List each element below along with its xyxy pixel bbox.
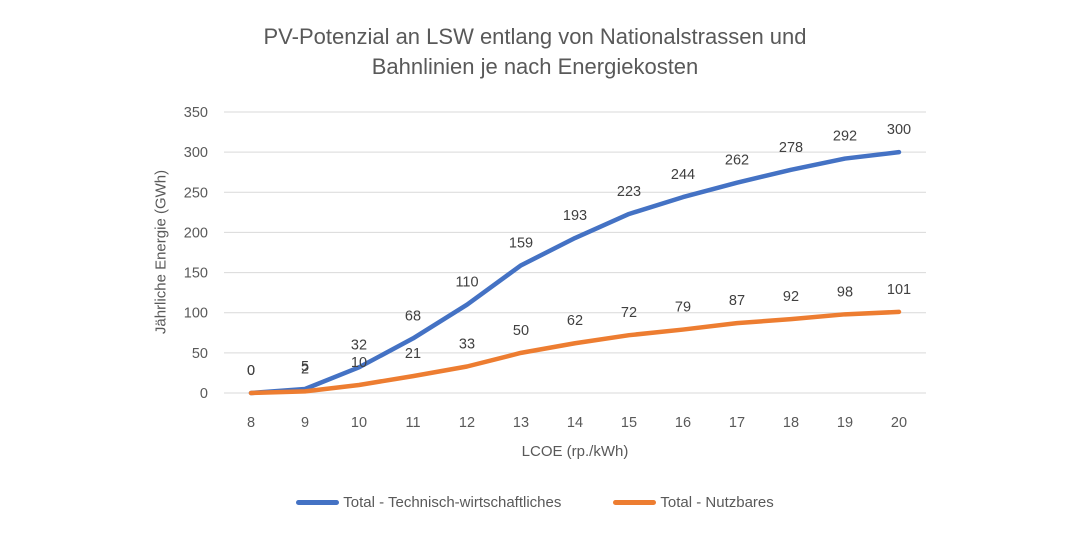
data-label-series1: 62 [567,313,583,329]
x-axis-title: LCOE (rp./kWh) [521,443,629,460]
data-label-series1: 10 [351,355,367,371]
data-label-series0: 262 [725,153,749,169]
y-tick-label: 100 [184,306,208,322]
x-tick-label: 13 [513,415,529,431]
data-label-series0: 0 [247,363,255,379]
data-label-series1: 72 [621,305,637,321]
legend-label: Total - Nutzbares [660,494,774,511]
legend-swatch-blue-line [296,500,340,505]
data-label-series0: 68 [405,308,421,324]
x-tick-label: 10 [351,415,367,431]
x-tick-label: 8 [247,415,255,431]
x-tick-label: 19 [837,415,853,431]
legend-item-nutzbares: Total - Nutzbares [613,494,774,511]
x-tick-label: 14 [567,415,583,431]
data-label-series1: 0 [247,363,255,379]
series-line-0 [248,149,902,396]
y-tick-label: 50 [192,346,208,362]
chart-title: PV-Potenzial an LSW entlang von National… [0,22,1070,82]
x-tick-label: 15 [621,415,637,431]
x-tick-label: 12 [459,415,475,431]
data-label-series1: 101 [887,282,911,298]
legend-swatch-orange-line [613,500,657,505]
data-label-series0: 223 [617,184,641,200]
legend-item-technisch-wirtschaftliches: Total - Technisch-wirtschaftliches [296,494,561,511]
chart-title-line1: PV-Potenzial an LSW entlang von National… [263,24,807,49]
x-tick-label: 9 [301,415,309,431]
y-tick-label: 200 [184,225,208,241]
data-label-series0: 110 [455,275,478,291]
series-line-1 [248,309,902,396]
x-tick-label: 18 [783,415,799,431]
y-tick-label: 150 [184,266,208,282]
y-tick-label: 250 [184,185,208,201]
data-label-series1: 98 [837,284,853,300]
legend-label: Total - Technisch-wirtschaftliches [343,494,562,511]
x-tick-label: 20 [891,415,907,431]
data-label-series0: 244 [671,167,695,183]
data-label-series0: 292 [833,129,857,145]
data-label-series0: 193 [563,208,587,224]
data-label-series1: 92 [783,289,799,305]
x-tick-label: 16 [675,415,691,431]
data-label-series1: 50 [513,323,529,339]
y-tick-label: 0 [200,386,208,402]
legend: Total - Technisch-wirtschaftliches Total… [0,494,1070,511]
y-tick-label: 300 [184,145,208,161]
data-label-series1: 79 [675,300,691,316]
x-tick-label: 11 [405,415,420,431]
data-label-series0: 278 [779,140,803,156]
data-label-series1: 33 [459,337,475,353]
data-label-series0: 159 [509,235,533,251]
data-label-series0: 5 [301,359,309,375]
data-label-series0: 32 [351,337,367,353]
y-tick-label: 350 [184,105,208,121]
data-label-series1: 2 [301,361,309,377]
data-label-series0: 300 [887,122,911,138]
data-label-series1: 21 [405,346,421,362]
x-tick-label: 17 [729,415,745,431]
data-label-series1: 87 [729,293,745,309]
chart-title-line2: Bahnlinien je nach Energiekosten [371,54,699,79]
